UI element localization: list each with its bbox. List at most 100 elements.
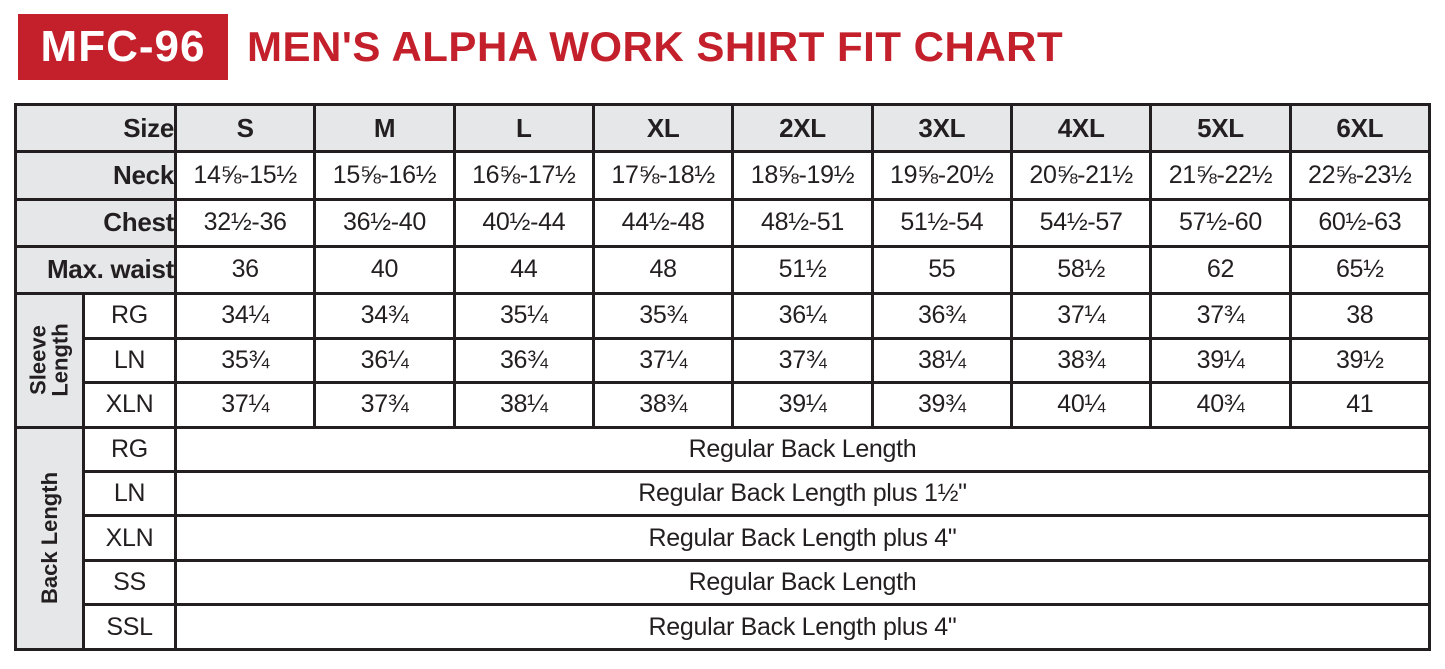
table-cell: 40¾ (1149, 381, 1292, 429)
table-cell: 34¾ (313, 292, 456, 340)
table-cell: 62 (1149, 244, 1292, 296)
back-ssl-row: SSL Regular Back Length plus 4" (16, 603, 1431, 651)
back-length-value: Regular Back Length (174, 425, 1431, 474)
table-cell: 36 (174, 244, 317, 296)
table-cell: 14⅝-15½ (174, 150, 317, 201)
table-cell: 35¼ (452, 292, 596, 340)
neck-row: Neck 14⅝-15½ 15⅝-16½ 16⅝-17½ 17⅝-18½ 18⅝… (13, 150, 1432, 201)
back-variant-label: RG (81, 425, 178, 474)
table-cell: 35¾ (174, 336, 317, 385)
table-cell: 44 (452, 244, 596, 296)
back-length-group-label: Back Length (36, 472, 62, 605)
table-cell: 58½ (1009, 244, 1153, 296)
table-cell: 65½ (1288, 244, 1432, 296)
back-length-value: Regular Back Length (174, 558, 1431, 607)
table-cell: 18⅝-19½ (731, 150, 874, 201)
back-length-value: Regular Back Length plus 1½" (174, 469, 1431, 518)
chest-row: Chest 32½-36 36½-40 40½-44 44½-48 48½-51… (13, 197, 1432, 248)
table-cell: 36¼ (313, 336, 456, 385)
sleeve-length-group-label: Sleeve Length (25, 323, 73, 397)
table-cell: 41 (1288, 381, 1432, 429)
back-ss-row: SS Regular Back Length (16, 558, 1431, 607)
sleeve-variant-label: XLN (81, 381, 178, 429)
column-header: 3XL (870, 102, 1013, 154)
column-header: 6XL (1288, 102, 1432, 154)
sleeve-ln-row: LN 35¾ 36¼ 36¾ 37¼ 37¾ 38¼ 38¾ 39¼ 39½ (16, 336, 1432, 385)
sleeve-variant-label: RG (81, 292, 178, 340)
column-header: XL (591, 102, 735, 154)
row-label-chest: Chest (13, 197, 178, 248)
back-variant-label: XLN (81, 514, 178, 562)
back-variant-label: SSL (81, 603, 178, 651)
table-cell: 37¼ (174, 381, 317, 429)
column-header: 2XL (731, 102, 874, 154)
back-length-value: Regular Back Length plus 4" (174, 514, 1431, 562)
back-rg-row: Back Length RG Regular Back Length (14, 425, 1431, 652)
back-ln-row: LN Regular Back Length plus 1½" (16, 469, 1431, 518)
fit-chart-table: Size S M L XL 2XL 3XL 4XL 5XL 6XL Neck 1… (13, 102, 1432, 652)
table-cell: 36¼ (731, 292, 874, 340)
table-cell: 44½-48 (591, 197, 735, 248)
table-cell: 16⅝-17½ (452, 150, 596, 201)
table-cell: 55 (870, 244, 1013, 296)
table-cell: 39¾ (870, 381, 1013, 429)
table-cell: 40 (313, 244, 456, 296)
table-cell: 20⅝-21½ (1009, 150, 1153, 201)
back-xln-row: XLN Regular Back Length plus 4" (16, 514, 1431, 562)
table-cell: 38¾ (591, 381, 735, 429)
column-header: 4XL (1009, 102, 1153, 154)
table-cell: 21⅝-22½ (1149, 150, 1292, 201)
product-code-badge: MFC-96 (18, 14, 228, 80)
table-cell: 37¾ (731, 336, 874, 385)
sleeve-xln-row: XLN 37¼ 37¾ 38¼ 38¾ 39¼ 39¾ 40¼ 40¾ 41 (16, 381, 1432, 429)
column-header: S (174, 102, 317, 154)
table-cell: 17⅝-18½ (591, 150, 735, 201)
table-cell: 36¾ (870, 292, 1013, 340)
row-label-neck: Neck (13, 150, 178, 201)
table-cell: 54½-57 (1009, 197, 1153, 248)
table-cell: 32½-36 (174, 197, 317, 248)
table-cell: 51½ (731, 244, 874, 296)
table-cell: 38 (1288, 292, 1432, 340)
table-cell: 22⅝-23½ (1288, 150, 1432, 201)
back-length-group-cell: Back Length (14, 425, 85, 652)
table-cell: 36½-40 (313, 197, 456, 248)
back-variant-label: SS (81, 558, 178, 607)
back-variant-label: LN (81, 469, 178, 518)
table-cell: 19⅝-20½ (870, 150, 1013, 201)
table-cell: 60½-63 (1288, 197, 1432, 248)
table-cell: 34¼ (174, 292, 317, 340)
table-cell: 51½-54 (870, 197, 1013, 248)
table-cell: 38¼ (452, 381, 596, 429)
column-header: 5XL (1149, 102, 1292, 154)
page-title: MEN'S ALPHA WORK SHIRT FIT CHART (247, 23, 1064, 70)
table-header-row: Size S M L XL 2XL 3XL 4XL 5XL 6XL (13, 102, 1432, 154)
table-cell: 40½-44 (452, 197, 596, 248)
table-cell: 39¼ (731, 381, 874, 429)
sleeve-variant-label: LN (81, 336, 178, 385)
table-cell: 48 (591, 244, 735, 296)
table-cell: 40¼ (1009, 381, 1153, 429)
table-cell: 35¾ (591, 292, 735, 340)
back-length-value: Regular Back Length plus 4" (174, 603, 1431, 651)
sleeve-rg-row: Sleeve Length RG 34¼ 34¾ 35¼ 35¾ 36¼ 36¾… (14, 292, 1432, 429)
max-waist-row: Max. waist 36 40 44 48 51½ 55 58½ 62 65½ (13, 244, 1432, 296)
table-cell: 37¼ (591, 336, 735, 385)
table-cell: 38¾ (1009, 336, 1153, 385)
table-cell: 39½ (1288, 336, 1432, 385)
table-cell: 37¼ (1009, 292, 1153, 340)
table-cell: 15⅝-16½ (313, 150, 456, 201)
column-header: L (452, 102, 596, 154)
table-cell: 36¾ (452, 336, 596, 385)
table-cell: 38¼ (870, 336, 1013, 385)
table-cell: 37¾ (1149, 292, 1292, 340)
table-cell: 37¾ (313, 381, 456, 429)
table-cell: 57½-60 (1149, 197, 1292, 248)
row-label-max-waist: Max. waist (13, 244, 178, 296)
size-header-cell: Size (13, 102, 178, 154)
table-cell: 39¼ (1149, 336, 1292, 385)
column-header: M (313, 102, 456, 154)
table-cell: 48½-51 (731, 197, 874, 248)
sleeve-length-group-cell: Sleeve Length (14, 292, 85, 429)
